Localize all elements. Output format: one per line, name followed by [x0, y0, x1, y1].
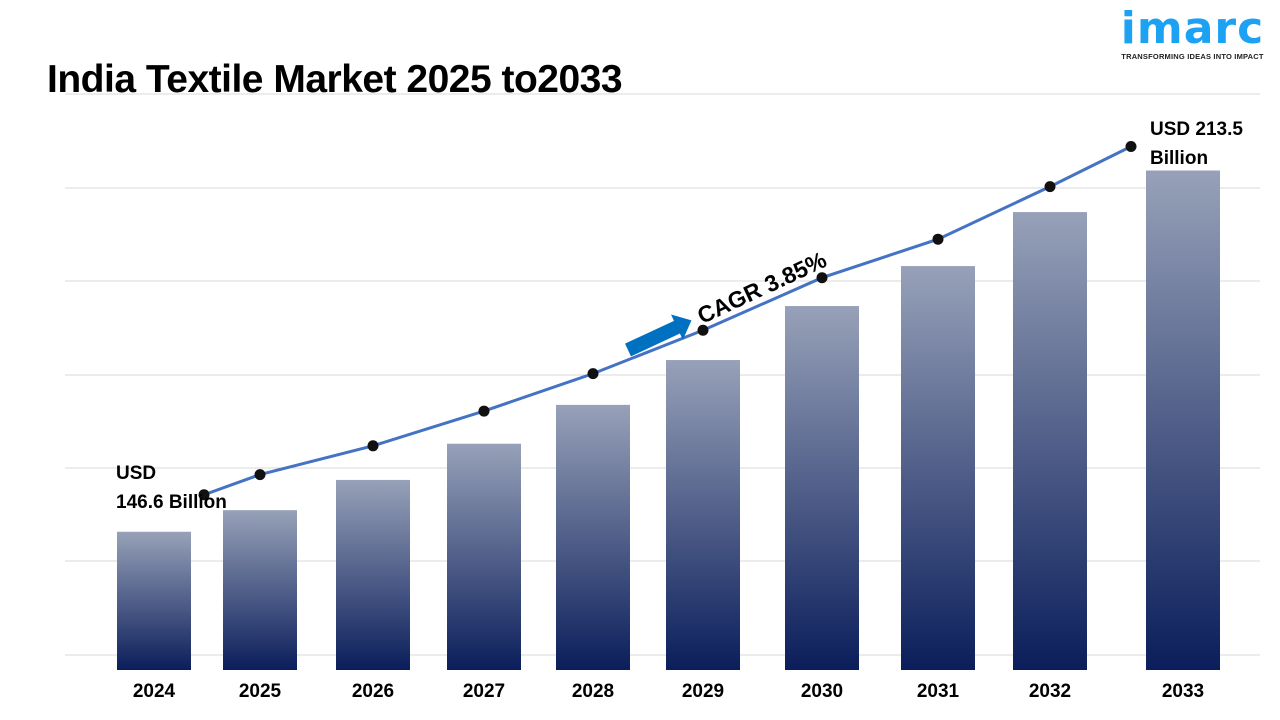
- bar-2028: [556, 404, 630, 670]
- x-tick-label: 2032: [1029, 681, 1071, 702]
- trend-marker: [367, 440, 379, 452]
- bar-2030: [785, 306, 859, 670]
- bar-2026: [336, 479, 410, 670]
- trend-marker: [1044, 181, 1056, 193]
- bar-2025: [223, 510, 297, 670]
- trend-line: [198, 141, 1137, 501]
- trend-marker: [587, 368, 599, 380]
- x-tick-label: 2026: [352, 681, 394, 702]
- x-tick-label: 2027: [463, 681, 505, 702]
- bars: [117, 170, 1220, 670]
- trend-line-path: [203, 145, 1132, 497]
- start-value-label: USD 146.6 Billion: [116, 459, 227, 517]
- end-label-line2: Billion: [1150, 148, 1209, 169]
- x-tick-label: 2033: [1162, 681, 1204, 702]
- cagr-arrow-icon: [625, 314, 692, 357]
- x-tick-label: 2025: [239, 681, 282, 702]
- end-label-line1: USD 213.5: [1150, 119, 1243, 140]
- bar-2029: [666, 360, 740, 670]
- x-tick-label: 2029: [682, 681, 724, 702]
- bar-2031: [901, 266, 975, 670]
- bar-2024: [117, 531, 191, 670]
- x-tick-label: 2031: [917, 681, 960, 702]
- x-tick-label: 2028: [572, 681, 614, 702]
- bar-2033: [1146, 170, 1220, 670]
- x-tick-label: 2030: [801, 681, 843, 702]
- logo-wordmark: imarc: [1120, 3, 1265, 54]
- trend-marker: [1125, 141, 1137, 152]
- imarc-logo: imarc TRANSFORMING IDEAS INTO IMPACT: [1110, 3, 1275, 62]
- trend-marker: [478, 405, 490, 417]
- start-label-line1: USD: [116, 463, 157, 484]
- x-tick-label: 2024: [133, 681, 176, 702]
- x-tick-labels: 2024 2025 2026 2027 2028 2029 2030 2031 2032 2033: [133, 681, 1204, 702]
- trend-marker: [816, 272, 828, 284]
- trend-marker: [932, 233, 944, 245]
- end-value-label: USD 213.5 Billion: [1150, 115, 1243, 173]
- trend-marker: [697, 324, 709, 336]
- trend-marker: [198, 489, 210, 501]
- bar-2027: [447, 443, 521, 670]
- logo-tagline: TRANSFORMING IDEAS INTO IMPACT: [1121, 52, 1264, 61]
- bar-2032: [1013, 212, 1087, 670]
- trend-marker: [254, 469, 266, 481]
- start-label-line2: 146.6 Billion: [116, 492, 227, 513]
